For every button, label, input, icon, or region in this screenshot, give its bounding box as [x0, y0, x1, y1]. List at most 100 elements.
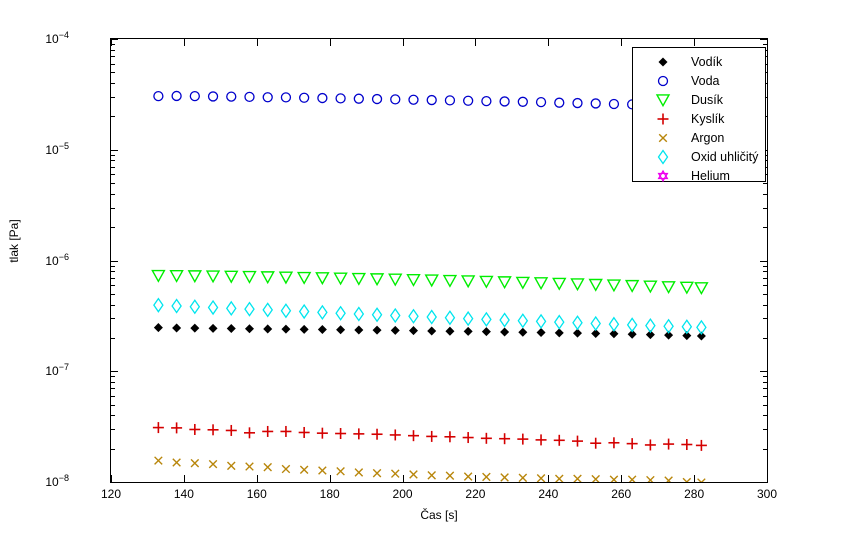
data-point — [646, 475, 655, 482]
x-axis-tick — [475, 475, 476, 482]
y-tick-label: 10−8 — [45, 473, 69, 489]
data-point — [427, 326, 437, 336]
y-axis-minor-tick — [111, 376, 115, 377]
y-axis-tick — [760, 371, 767, 372]
data-point — [153, 323, 163, 333]
legend-marker-hexagram — [657, 169, 669, 182]
y-axis-minor-tick — [111, 449, 115, 450]
data-point — [226, 461, 236, 471]
data-point — [517, 96, 528, 107]
y-axis-tick — [111, 150, 118, 151]
data-point — [316, 427, 328, 439]
legend-item-voda[interactable]: Voda — [633, 71, 767, 90]
legend-item-dus-k[interactable]: Dusík — [633, 90, 767, 109]
x-axis-tick — [767, 39, 768, 46]
data-point — [335, 93, 346, 104]
data-point — [645, 330, 655, 340]
data-point — [571, 435, 583, 447]
data-point — [445, 471, 455, 480]
data-point — [172, 458, 181, 467]
y-axis-minor-tick — [763, 278, 767, 279]
y-axis-minor-tick — [111, 429, 115, 430]
data-point — [590, 437, 602, 449]
data-point — [479, 275, 494, 289]
legend-item-argon[interactable]: Argon — [633, 128, 767, 147]
x-axis-tick — [257, 39, 258, 46]
series-dus-k — [151, 269, 709, 296]
y-axis-minor-tick — [763, 376, 767, 377]
data-point — [591, 474, 601, 482]
data-point — [590, 315, 602, 332]
x-axis-tick — [184, 475, 185, 482]
data-point — [481, 327, 491, 337]
data-point — [696, 331, 706, 341]
data-point — [152, 422, 164, 434]
data-point — [552, 277, 567, 291]
legend-item-vod-k[interactable]: Vodík — [633, 52, 767, 71]
y-axis-minor-tick — [111, 271, 115, 272]
data-point — [591, 329, 601, 339]
legend-label: Dusík — [691, 92, 723, 107]
data-point — [408, 308, 419, 324]
x-tick-label: 200 — [392, 487, 413, 501]
data-point — [371, 93, 383, 105]
data-point — [590, 98, 601, 109]
series-vod-k — [153, 323, 706, 341]
data-point — [517, 433, 529, 445]
data-point — [573, 474, 582, 482]
y-axis-minor-tick — [763, 388, 767, 389]
x-axis-label: Čas [s] — [420, 508, 458, 522]
y-axis-minor-tick — [763, 194, 767, 195]
data-point — [244, 301, 255, 317]
data-point — [372, 468, 382, 478]
data-point — [681, 439, 693, 451]
y-axis-label: tlak [Pa] — [7, 219, 21, 263]
x-tick-label: 300 — [756, 487, 778, 501]
data-point — [442, 274, 458, 288]
data-point — [190, 458, 200, 468]
x-axis-tick — [548, 39, 549, 46]
y-axis-minor-tick — [111, 83, 115, 84]
x-axis-tick — [403, 39, 404, 46]
legend[interactable]: Vodík Voda Dusík Kyslík Argon Oxid uhličitý He… — [632, 47, 767, 185]
data-point — [389, 307, 401, 324]
y-axis-tick — [111, 371, 118, 372]
y-axis-minor-tick — [111, 64, 115, 65]
x-tick-label: 220 — [465, 487, 486, 501]
data-point — [315, 272, 330, 286]
y-axis-tick — [760, 39, 767, 40]
y-axis-minor-tick — [763, 285, 767, 286]
data-point — [353, 306, 365, 322]
data-point — [281, 324, 291, 334]
data-point — [371, 428, 383, 440]
legend-item-helium[interactable]: Helium — [633, 166, 767, 185]
data-point — [207, 299, 219, 316]
y-axis-tick — [760, 482, 767, 483]
legend-item-oxid-uhli-it-[interactable]: Oxid uhličitý — [633, 147, 767, 166]
data-point — [627, 475, 637, 482]
y-tick-label: 10−6 — [45, 251, 69, 268]
data-point — [153, 90, 164, 102]
x-tick-label: 140 — [173, 487, 194, 501]
series-argon — [154, 456, 706, 482]
data-point — [151, 269, 166, 283]
data-point — [682, 331, 692, 341]
x-axis-tick — [767, 475, 768, 482]
data-point — [172, 323, 182, 333]
x-tick-label: 120 — [100, 487, 122, 501]
y-axis-minor-tick — [111, 382, 115, 383]
data-point — [664, 476, 673, 482]
data-point — [572, 328, 582, 338]
legend-item-kysl-k[interactable]: Kyslík — [633, 109, 767, 128]
data-point — [426, 430, 438, 442]
x-axis-tick — [330, 475, 331, 482]
data-point — [463, 95, 474, 106]
data-point — [369, 273, 385, 287]
x-axis-tick — [621, 475, 622, 482]
y-axis-minor-tick — [111, 183, 115, 184]
data-point — [554, 474, 564, 482]
data-point — [588, 278, 603, 292]
data-point — [245, 462, 254, 471]
y-axis-minor-tick — [111, 50, 115, 51]
y-axis-minor-tick — [111, 285, 115, 286]
